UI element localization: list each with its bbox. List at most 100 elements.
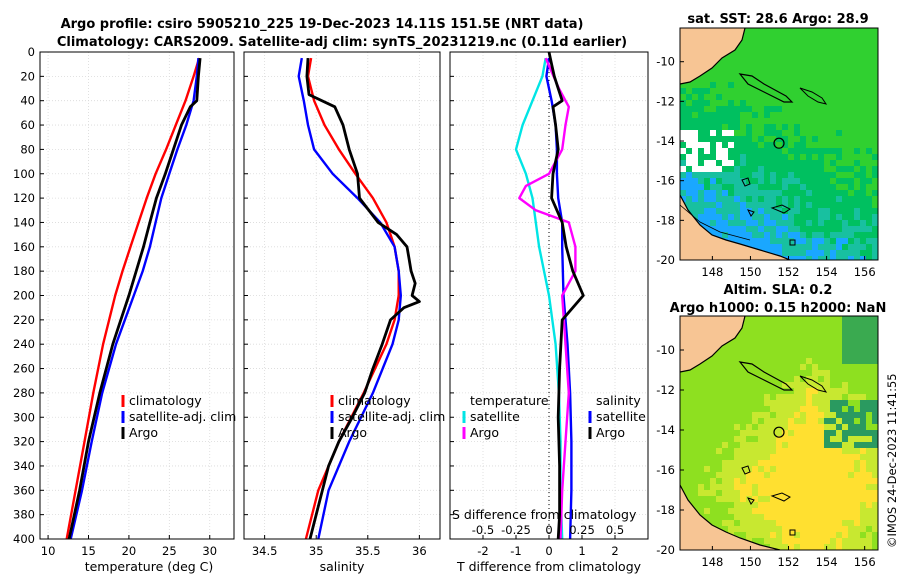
heat-cell [806, 160, 813, 167]
heat-cell [788, 466, 795, 473]
heat-cell [824, 256, 831, 263]
heat-cell [866, 484, 873, 491]
heat-cell [794, 154, 801, 161]
heat-cell [728, 418, 735, 425]
heat-cell [704, 430, 711, 437]
y-tick-label: 140 [13, 215, 35, 229]
heat-cell [854, 460, 861, 467]
heat-cell [686, 460, 693, 467]
heat-cell [710, 70, 717, 77]
heat-cell [770, 388, 777, 395]
s-diff-tick-label: -0.25 [501, 523, 531, 537]
heat-cell [764, 484, 771, 491]
heat-cell [782, 532, 789, 539]
heat-cell [722, 124, 729, 131]
heat-cell [686, 184, 693, 191]
heat-cell [782, 244, 789, 251]
heat-cell [716, 352, 723, 359]
map-x-tick-label: 154 [816, 265, 838, 279]
heat-cell [770, 466, 777, 473]
heat-cell [806, 148, 813, 155]
heat-cell [728, 214, 735, 221]
heat-cell [794, 106, 801, 113]
heat-cell [842, 442, 849, 449]
heat-cell [764, 430, 771, 437]
heat-cell [698, 502, 705, 509]
heat-cell [734, 82, 741, 89]
heat-cell [746, 148, 753, 155]
heat-cell [788, 46, 795, 53]
heat-cell [806, 172, 813, 179]
heat-cell [818, 478, 825, 485]
heat-cell [710, 358, 717, 365]
heat-cell [692, 388, 699, 395]
heat-cell [716, 94, 723, 101]
heat-cell [812, 172, 819, 179]
heat-cell [728, 130, 735, 137]
heat-cell [794, 184, 801, 191]
heat-cell [866, 124, 873, 131]
heat-cell [758, 478, 765, 485]
heat-cell [758, 94, 765, 101]
heat-cell [740, 64, 747, 71]
heat-cell [728, 394, 735, 401]
heat-cell [746, 220, 753, 227]
heat-cell [848, 394, 855, 401]
heat-cell [758, 472, 765, 479]
heat-cell [770, 418, 777, 425]
heat-cell [866, 520, 873, 527]
heat-cell [734, 466, 741, 473]
heat-cell [860, 352, 867, 359]
heat-cell [800, 400, 807, 407]
heat-cell [746, 328, 753, 335]
heat-cell [680, 184, 687, 191]
heat-cell [722, 514, 729, 521]
y-tick-label: 260 [13, 362, 35, 376]
heat-cell [860, 34, 867, 41]
heat-cell [800, 28, 807, 35]
heat-cell [866, 478, 873, 485]
heat-cell [698, 202, 705, 209]
heat-cell [824, 418, 831, 425]
heat-cell [782, 58, 789, 65]
heat-cell [758, 502, 765, 509]
heat-cell [842, 100, 849, 107]
heat-cell [692, 154, 699, 161]
heat-cell [842, 400, 849, 407]
heat-cell [836, 400, 843, 407]
heat-cell [800, 424, 807, 431]
legend-label-argo: Argo [129, 425, 158, 440]
heat-cell [722, 412, 729, 419]
heat-cell [794, 412, 801, 419]
heat-cell [776, 28, 783, 35]
heat-cell [800, 112, 807, 119]
heat-cell [830, 484, 837, 491]
heat-cell [836, 388, 843, 395]
heat-cell [680, 460, 687, 467]
heat-cell [752, 430, 759, 437]
heat-cell [752, 64, 759, 71]
heat-cell [866, 154, 873, 161]
heat-cell [788, 70, 795, 77]
heat-cell [740, 478, 747, 485]
heat-cell [788, 412, 795, 419]
heat-cell [728, 358, 735, 365]
heat-cell [746, 136, 753, 143]
heat-cell [800, 82, 807, 89]
heat-cell [812, 220, 819, 227]
heat-cell [806, 154, 813, 161]
heat-cell [716, 220, 723, 227]
heat-cell [728, 124, 735, 131]
heat-cell [704, 490, 711, 497]
heat-cell [704, 196, 711, 203]
heat-cell [818, 214, 825, 221]
heat-cell [806, 364, 813, 371]
heat-cell [794, 34, 801, 41]
heat-cell [866, 196, 873, 203]
heat-cell [782, 352, 789, 359]
heat-cell [830, 322, 837, 329]
heat-cell [698, 424, 705, 431]
heat-cell [788, 64, 795, 71]
heat-cell [848, 454, 855, 461]
heat-cell [710, 412, 717, 419]
